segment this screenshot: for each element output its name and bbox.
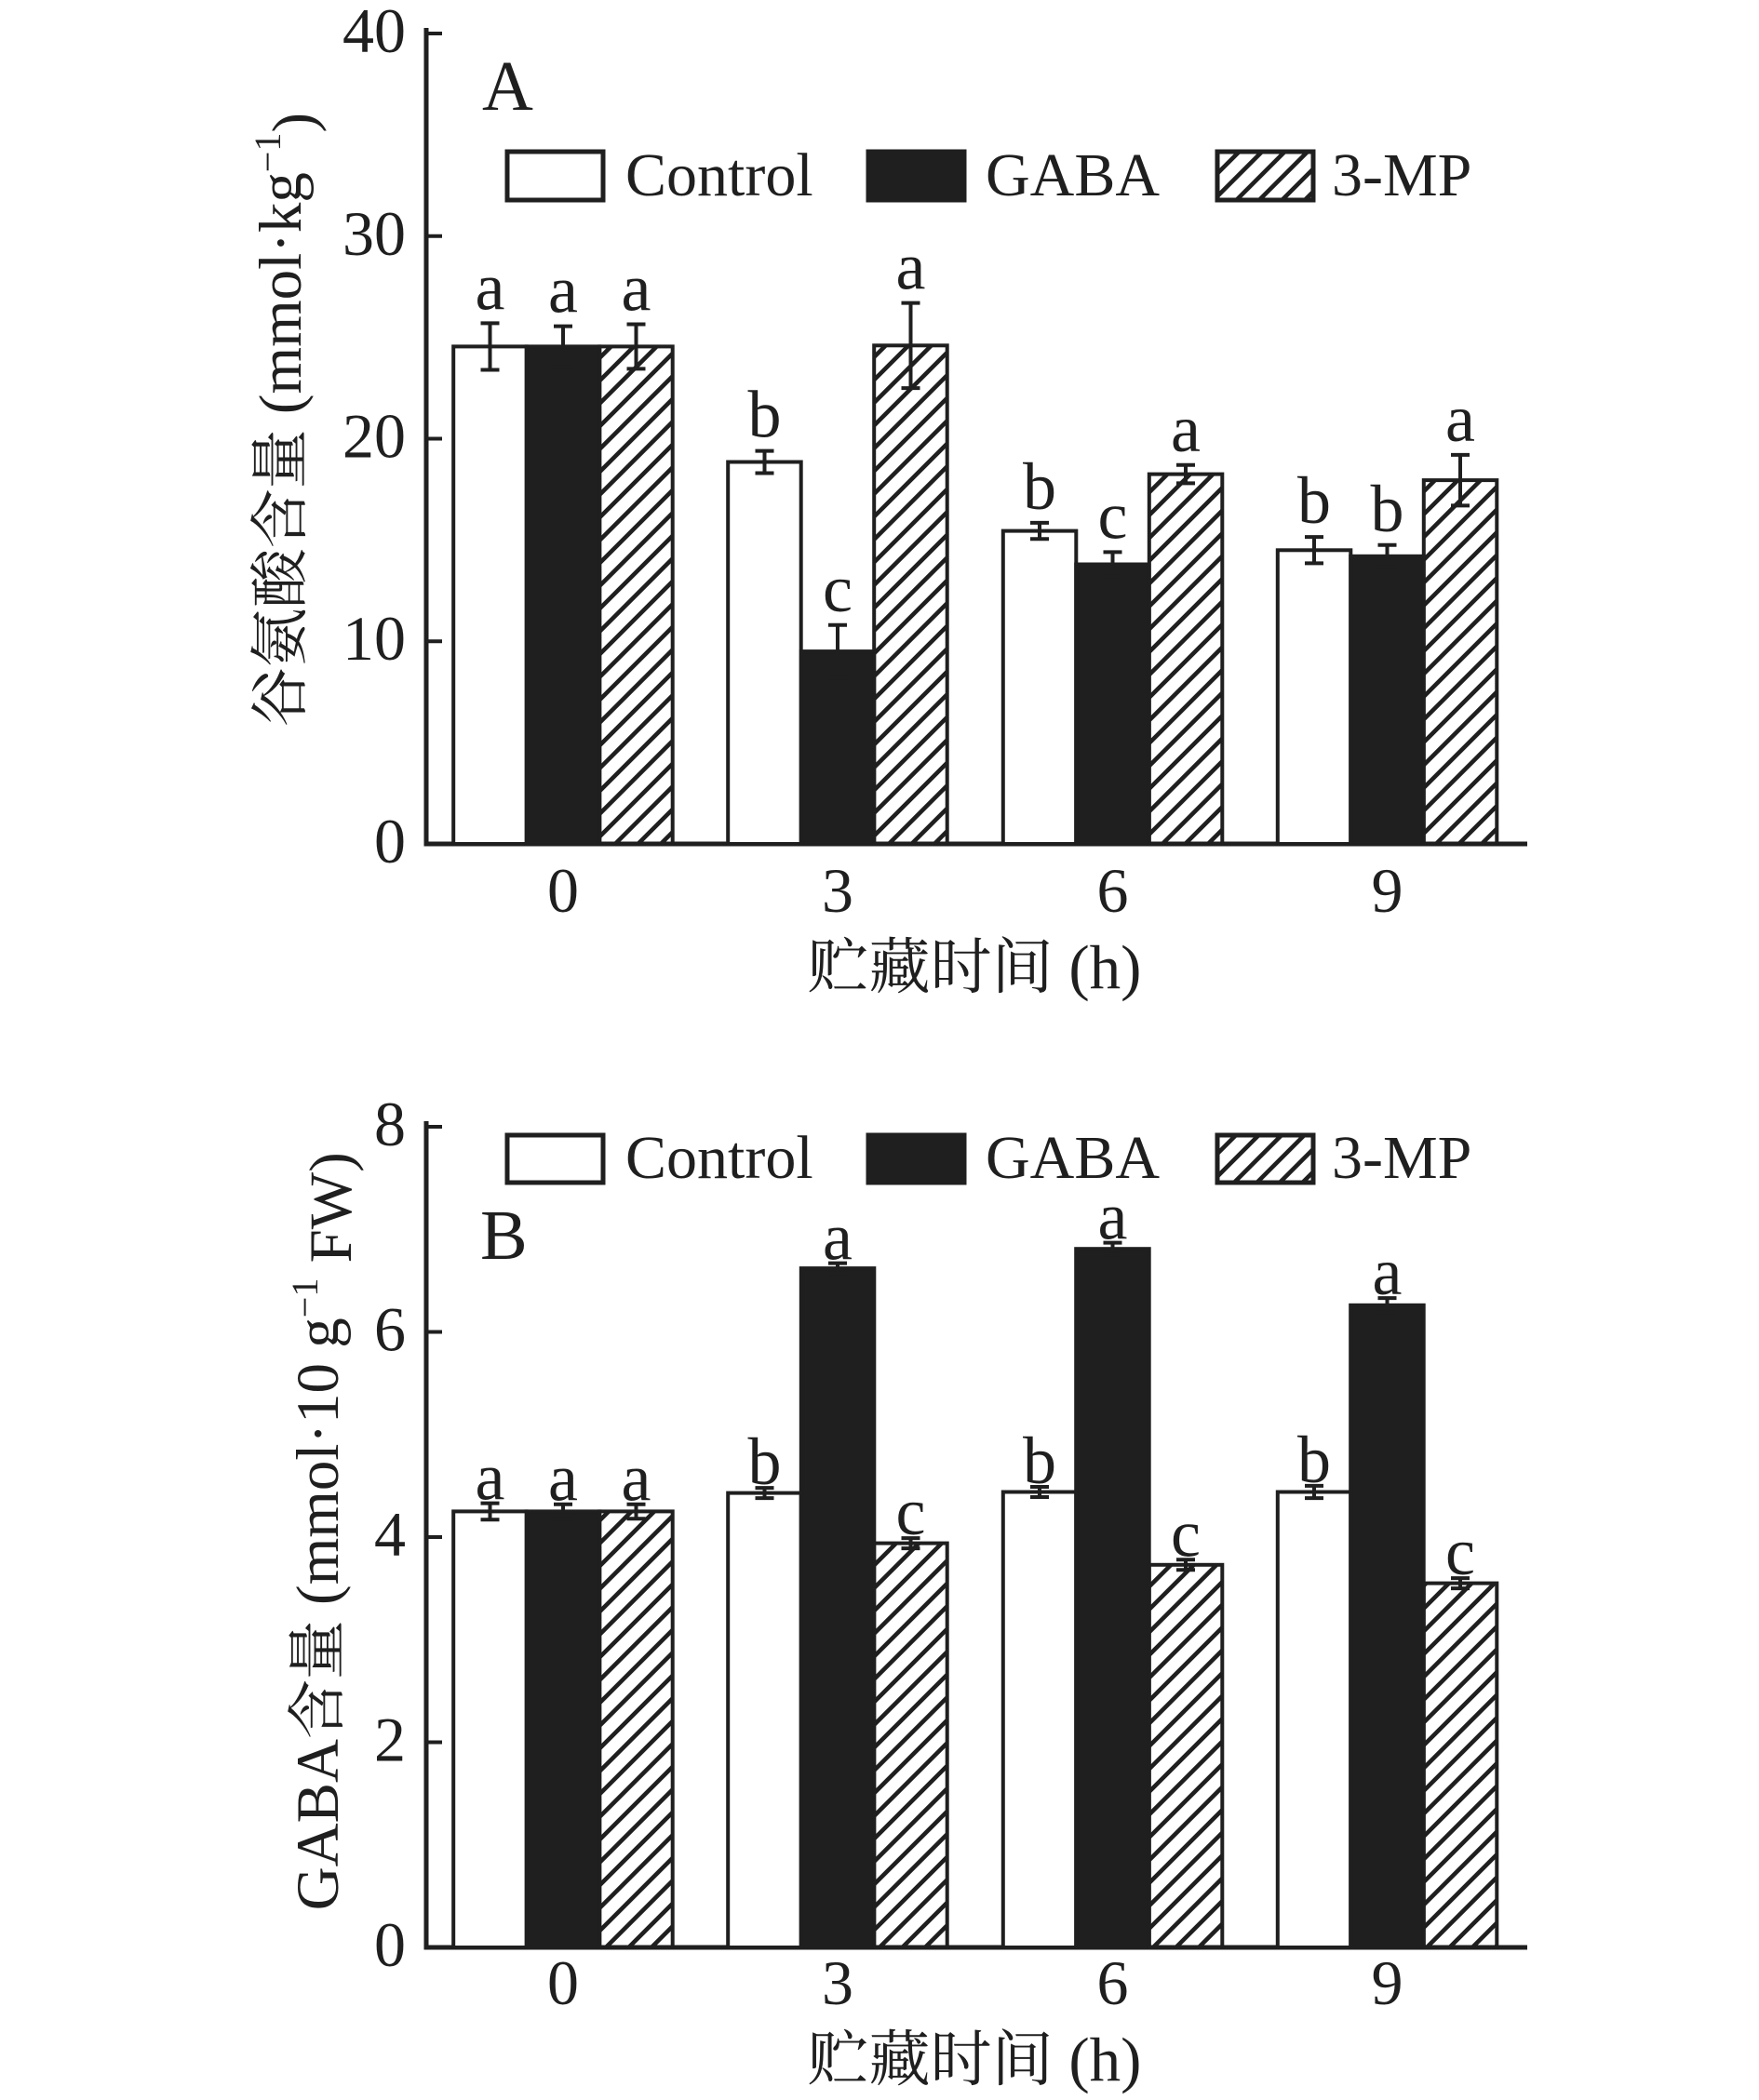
svg-text:0: 0 bbox=[547, 855, 579, 926]
svg-text:c: c bbox=[1098, 478, 1128, 553]
svg-text:GABA: GABA bbox=[986, 141, 1160, 209]
svg-text:b: b bbox=[1371, 472, 1404, 546]
svg-text:20: 20 bbox=[342, 401, 406, 472]
svg-text:b: b bbox=[1023, 449, 1056, 524]
svg-text:4: 4 bbox=[374, 1499, 406, 1570]
svg-text:b: b bbox=[1297, 463, 1331, 538]
svg-text:a: a bbox=[1098, 1180, 1128, 1254]
svg-text:0: 0 bbox=[374, 1909, 406, 1980]
svg-text:a: a bbox=[1373, 1235, 1403, 1309]
svg-text:3: 3 bbox=[822, 855, 853, 926]
svg-text:a: a bbox=[476, 1440, 505, 1515]
svg-text:c: c bbox=[896, 1475, 926, 1549]
svg-text:6: 6 bbox=[1097, 1947, 1129, 2018]
svg-text:(mmol·10 g−1 FW): (mmol·10 g−1 FW) bbox=[284, 1152, 365, 1620]
svg-text:GABA: GABA bbox=[986, 1124, 1160, 1192]
svg-text:a: a bbox=[896, 230, 926, 304]
svg-text:a: a bbox=[622, 251, 651, 326]
svg-text:b: b bbox=[748, 1425, 782, 1499]
svg-text:a: a bbox=[1171, 392, 1201, 466]
svg-text:6: 6 bbox=[1097, 855, 1129, 926]
svg-text:c: c bbox=[1171, 1496, 1201, 1571]
svg-text:b: b bbox=[748, 378, 782, 452]
svg-text:a: a bbox=[548, 1441, 578, 1516]
svg-text:a: a bbox=[823, 1200, 853, 1275]
svg-text:40: 40 bbox=[342, 0, 406, 66]
svg-text:3-MP: 3-MP bbox=[1332, 1124, 1471, 1192]
svg-text:30: 30 bbox=[342, 198, 406, 269]
svg-text:0: 0 bbox=[547, 1947, 579, 2018]
svg-text:2: 2 bbox=[374, 1705, 406, 1775]
svg-text:Control: Control bbox=[625, 141, 813, 209]
svg-text:6: 6 bbox=[374, 1294, 406, 1365]
svg-text:c: c bbox=[823, 552, 853, 626]
svg-text:(h): (h) bbox=[1054, 2026, 1142, 2094]
svg-text:GABA: GABA bbox=[285, 1739, 352, 1910]
svg-text:3-MP: 3-MP bbox=[1332, 141, 1471, 209]
svg-text:(h): (h) bbox=[1054, 933, 1142, 1002]
svg-text:B: B bbox=[480, 1197, 528, 1275]
svg-text:8: 8 bbox=[374, 1089, 406, 1159]
svg-text:a: a bbox=[622, 1441, 651, 1516]
svg-text:a: a bbox=[476, 249, 505, 324]
svg-text:b: b bbox=[1023, 1424, 1056, 1498]
svg-text:3: 3 bbox=[822, 1947, 853, 2018]
svg-text:a: a bbox=[548, 253, 578, 328]
svg-text:10: 10 bbox=[342, 603, 406, 674]
svg-text:A: A bbox=[482, 47, 533, 126]
svg-text:a: a bbox=[1445, 381, 1475, 456]
svg-text:0: 0 bbox=[374, 806, 406, 876]
svg-text:c: c bbox=[1445, 1515, 1475, 1589]
svg-text:b: b bbox=[1297, 1423, 1331, 1497]
svg-text:(mmol·kg−1): (mmol·kg−1) bbox=[247, 113, 328, 429]
svg-text:9: 9 bbox=[1372, 1947, 1403, 2018]
svg-text:Control: Control bbox=[625, 1124, 813, 1192]
svg-text:9: 9 bbox=[1372, 855, 1403, 926]
